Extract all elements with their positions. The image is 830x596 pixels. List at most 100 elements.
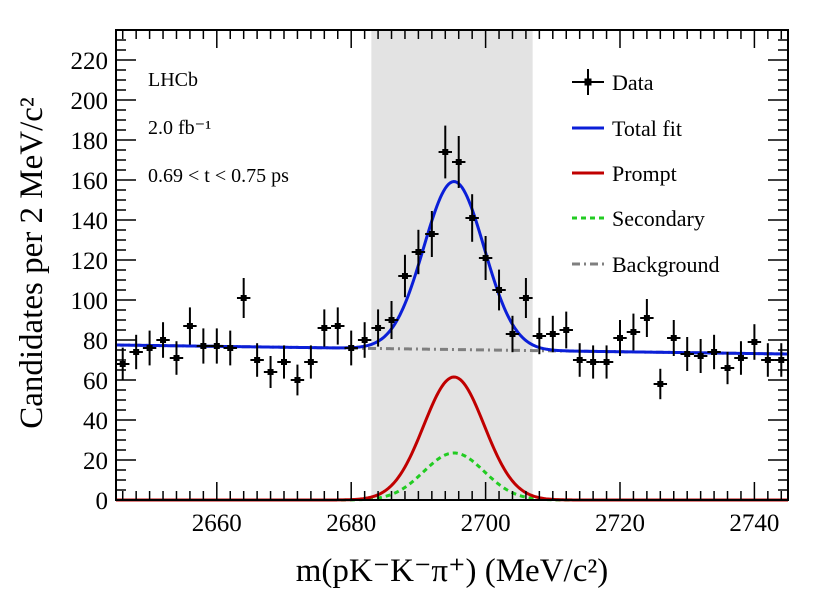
data-point (761, 343, 775, 377)
y-tick-label: 220 (71, 48, 109, 75)
data-point-marker (576, 357, 583, 363)
data-point (438, 125, 452, 179)
data-point-marker (334, 323, 341, 329)
data-point (344, 330, 358, 366)
data-point (599, 345, 614, 379)
data-point-marker (401, 273, 408, 279)
data-point (667, 320, 681, 356)
data-point (116, 347, 130, 381)
data-point (680, 337, 694, 371)
data-point-marker (428, 231, 435, 237)
data-point (465, 194, 479, 242)
data-point (371, 309, 385, 347)
data-point (156, 322, 170, 358)
data-point-marker (697, 353, 704, 359)
data-point-marker (348, 345, 355, 351)
legend-label-background: Background (612, 252, 720, 277)
data-point (317, 309, 332, 347)
y-tick-label: 200 (71, 88, 109, 115)
data-point (210, 328, 224, 364)
y-tick-label: 160 (71, 168, 109, 195)
data-point (290, 364, 305, 396)
x-tick-label: 2680 (326, 510, 376, 537)
x-axis-title: m(pK⁻K⁻π⁺) (MeV/c²) (296, 553, 609, 589)
legend-label-prompt: Prompt (612, 161, 677, 186)
legend-entry-data: Data (572, 69, 654, 95)
data-point (196, 328, 211, 364)
data-point (250, 343, 264, 377)
data-point-marker (737, 355, 744, 361)
data-point-marker (563, 327, 570, 333)
data-point (169, 341, 184, 375)
data-point-marker (482, 255, 489, 261)
data-point (425, 211, 439, 257)
legend: Data Total fit Prompt Secondary Backgrou… (572, 69, 720, 277)
x-tick-label: 2740 (729, 510, 779, 537)
data-point (384, 301, 399, 339)
data-point (519, 278, 533, 318)
data-point-marker (657, 381, 664, 387)
data-point (398, 254, 412, 298)
data-point (505, 315, 520, 353)
data-point (452, 136, 466, 188)
data-point (707, 334, 721, 370)
data-point-marker (281, 359, 287, 365)
x-tick-label: 2700 (461, 510, 511, 537)
data-point (129, 334, 143, 370)
data-point-marker (415, 249, 422, 255)
data-point-marker (751, 339, 758, 345)
data-point (142, 330, 157, 366)
legend-label-total-fit: Total fit (612, 116, 682, 141)
data-point (546, 315, 560, 353)
data-point (223, 330, 237, 366)
data-point-marker (388, 317, 395, 323)
data-point-marker (509, 331, 516, 337)
data-point (304, 345, 318, 379)
data-point-marker (321, 325, 328, 331)
data-point (653, 368, 668, 400)
data-point-marker (711, 349, 718, 355)
data-point-marker (522, 295, 529, 301)
data-point (478, 236, 493, 280)
data-point-marker (549, 331, 556, 337)
legend-entry-secondary: Secondary (572, 206, 705, 231)
data-point-marker (227, 345, 234, 351)
data-point-marker (724, 365, 731, 371)
data-point-marker (469, 215, 476, 221)
data-point (331, 307, 345, 345)
chart-annotations: LHCb 2.0 fb⁻¹ 0.69 < t < 0.75 ps (148, 69, 289, 187)
data-point (411, 229, 426, 275)
data-point-marker (186, 323, 193, 329)
signal-window-band (371, 30, 533, 500)
legend-entry-total-fit: Total fit (572, 116, 682, 141)
data-point-marker (307, 359, 314, 365)
data-point-marker (119, 361, 126, 367)
data-point-marker (254, 357, 261, 363)
y-axis-title: Candidates per 2 MeV/c² (14, 97, 50, 429)
data-point-marker (617, 335, 623, 341)
data-point (183, 307, 197, 345)
data-point-marker (200, 343, 207, 349)
y-tick-label: 80 (83, 328, 108, 355)
y-tick-label: 20 (83, 448, 108, 475)
legend-label-data: Data (612, 70, 654, 95)
data-point (586, 345, 600, 379)
experiment-label: LHCb (148, 69, 198, 91)
data-point-marker (160, 337, 167, 343)
data-point-marker (173, 355, 180, 361)
plot-area: 2660 2680 2700 2720 2740 0 20 40 60 80 100 120 140 16… (71, 29, 789, 537)
data-point (572, 343, 587, 377)
data-point (734, 341, 748, 375)
data-point-marker (590, 359, 597, 365)
data-point (357, 322, 372, 358)
data-point-marker (375, 325, 382, 331)
time-window-label: 0.69 < t < 0.75 ps (148, 165, 289, 187)
data-point (613, 320, 627, 356)
y-tick-label: 100 (71, 288, 109, 315)
y-tick-label: 120 (71, 248, 109, 275)
data-point-marker (455, 159, 462, 165)
data-point (492, 269, 506, 311)
data-point-marker (133, 349, 140, 355)
data-point-marker (536, 333, 543, 339)
